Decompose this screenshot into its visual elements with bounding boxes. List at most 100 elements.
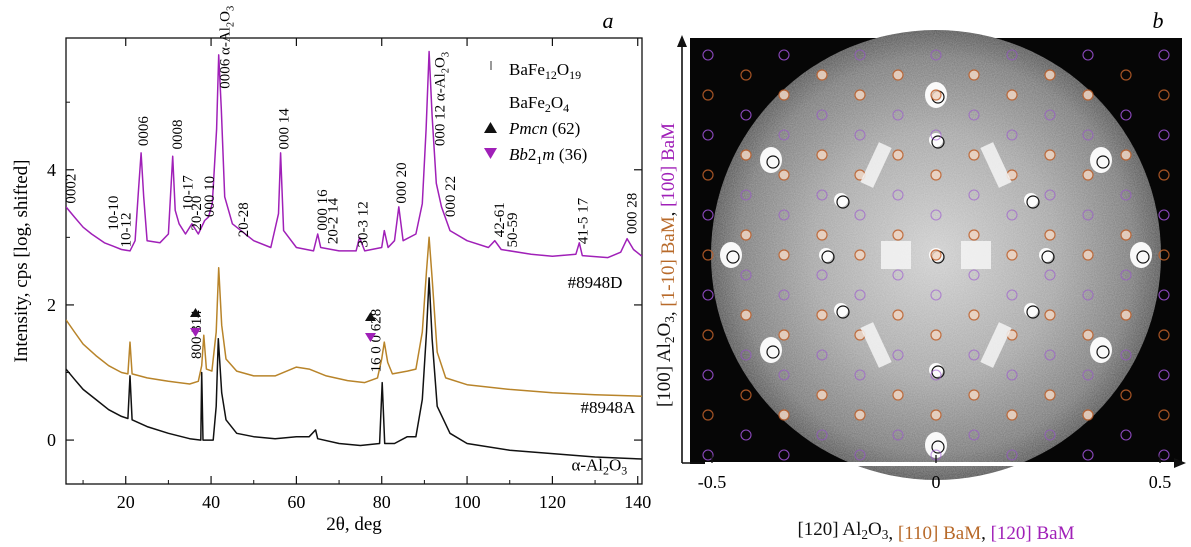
bam-110-spot xyxy=(740,389,752,401)
bam-120-spot xyxy=(778,129,790,141)
streak xyxy=(860,142,892,188)
bam-120-spot xyxy=(854,49,866,61)
bam-120-spot xyxy=(1082,209,1094,221)
bam-120-spot xyxy=(968,429,980,441)
bam-120-spot xyxy=(740,269,752,281)
al2o3-spot-marker xyxy=(1136,250,1150,264)
bam-110-spot xyxy=(740,149,752,161)
bam-110-spot xyxy=(1082,249,1094,261)
bam-110-spot xyxy=(854,409,866,421)
al2o3-spot-marker xyxy=(766,155,780,169)
sample-label: #8948D xyxy=(568,273,623,292)
peak-label: 20-28 xyxy=(236,202,252,237)
bam-110-spot xyxy=(702,169,714,181)
bam-120-spot xyxy=(930,129,942,141)
x-tick-label: 40 xyxy=(202,492,220,512)
bam-120-spot xyxy=(740,189,752,201)
bam-120-spot xyxy=(816,269,828,281)
bam-110-spot xyxy=(1120,229,1132,241)
bam-110-spot xyxy=(1006,249,1018,261)
bam-120-spot xyxy=(1120,189,1132,201)
axis-ticks: 20 40 60 80 100 120 140 0 2 4 xyxy=(47,38,651,512)
bam-110-spot xyxy=(968,149,980,161)
streak xyxy=(980,322,1012,368)
bam-110-spot xyxy=(1006,409,1018,421)
bam-120-spot xyxy=(740,429,752,441)
bam-110-spot xyxy=(968,309,980,321)
bam-120-spot xyxy=(778,49,790,61)
bam-120-spot xyxy=(702,289,714,301)
sample-label: #8948A xyxy=(580,398,636,417)
bam-120-spot xyxy=(1158,209,1170,221)
streak xyxy=(860,322,892,368)
al2o3-spot-marker xyxy=(931,135,945,149)
bam-110-spot xyxy=(1006,89,1018,101)
peak-label: 000 16 xyxy=(315,189,331,231)
bam-110-spot xyxy=(968,229,980,241)
panel-a-label: a xyxy=(603,8,614,33)
x-ticks-b: -0.5 0 0.5 xyxy=(698,455,1171,492)
bam-110-spot xyxy=(892,389,904,401)
bright-spot xyxy=(834,303,848,317)
bam-120-spot xyxy=(1158,289,1170,301)
bam-110-spot xyxy=(816,229,828,241)
bam-120-spot xyxy=(854,289,866,301)
bam-120-spot xyxy=(892,269,904,281)
x-axis-label: 2θ, deg xyxy=(326,514,382,535)
peak-label: 50-59 xyxy=(505,213,521,248)
bam-120-spot xyxy=(702,49,714,61)
peak-label: 30-3 12 xyxy=(356,201,372,247)
bam-110-spot xyxy=(1158,329,1170,341)
bam-120-spot xyxy=(968,189,980,201)
diffraction-panel: b -0.5 0 0.5 [120] Al2O3, [110] BaM, [120]… xyxy=(654,8,1186,544)
bam-120-spot xyxy=(1158,369,1170,381)
bam-120-spot xyxy=(854,369,866,381)
peak-label: 0008 xyxy=(170,120,186,150)
bam-120-spot xyxy=(702,209,714,221)
al2o3-spot-marker xyxy=(1041,250,1055,264)
bam-120-spot xyxy=(1006,289,1018,301)
bam-110-spot xyxy=(816,69,828,81)
bam-120-spot xyxy=(1082,129,1094,141)
al2o3-spot-marker xyxy=(821,250,835,264)
peak-label: 10-12 xyxy=(119,213,135,248)
bam-120-spot xyxy=(1044,349,1056,361)
x-tick-label: 20 xyxy=(117,492,135,512)
peak-label: 16 0 0 628 xyxy=(368,309,384,373)
bam-120-spot xyxy=(1158,449,1170,461)
peak-label: 10-17 xyxy=(181,175,197,210)
bam-120-spot xyxy=(1082,49,1094,61)
bam-120-spot xyxy=(778,209,790,221)
bam-110-spot xyxy=(892,149,904,161)
x-tick-label-b: -0.5 xyxy=(698,472,727,492)
peak-label: 000 10 xyxy=(202,176,218,217)
bam-110-spot xyxy=(1158,409,1170,421)
bright-spot xyxy=(834,193,848,207)
bam-110-spot xyxy=(854,89,866,101)
peak-label: 000 22 xyxy=(443,176,459,217)
bam-110-spot xyxy=(778,89,790,101)
bam-120-spot xyxy=(968,349,980,361)
x-tick-label: 120 xyxy=(539,492,566,512)
legend: BaFe12O19 BaFe2O4 Pmcn (62) Bb21m (36) xyxy=(484,60,587,167)
bam-110-spot xyxy=(968,389,980,401)
bam-110-spot xyxy=(1082,89,1094,101)
al2o3-spot-marker xyxy=(836,195,850,209)
x-tick-label: 80 xyxy=(373,492,391,512)
bam-120-spot xyxy=(1006,129,1018,141)
bam-120-spot xyxy=(778,369,790,381)
bam-110-spot xyxy=(816,389,828,401)
legend-bafe2o4: BaFe2O4 xyxy=(509,93,569,115)
bam-110-spot xyxy=(1044,229,1056,241)
bb21m-marker-1 xyxy=(190,328,201,337)
bam-110-spot xyxy=(1044,149,1056,161)
bam-110-spot xyxy=(930,89,942,101)
legend-pmcn: Pmcn (62) xyxy=(508,119,580,138)
bam-110-spot xyxy=(1082,329,1094,341)
pmcn-marker-1 xyxy=(190,308,201,317)
peak-label: 000 20 xyxy=(394,162,410,203)
al2o3-spot-marker xyxy=(726,250,740,264)
bam-110-spot xyxy=(778,249,790,261)
